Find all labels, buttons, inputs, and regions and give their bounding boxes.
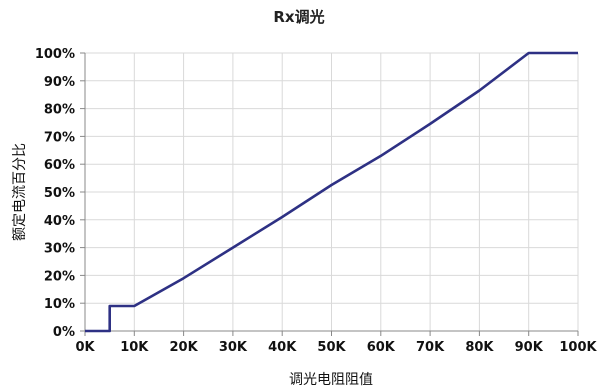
y-tick-label: 10% — [44, 297, 75, 312]
x-tick-label: 40K — [268, 340, 297, 355]
x-tick-label: 10K — [120, 340, 149, 355]
y-tick-label: 30% — [44, 242, 75, 257]
axes — [80, 52, 579, 336]
x-tick-label: 60K — [367, 340, 396, 355]
y-tick-label: 80% — [44, 103, 75, 118]
x-tick-label: 90K — [515, 340, 544, 355]
y-tick-label: 50% — [44, 186, 75, 201]
series-layer — [85, 51, 578, 333]
x-tick-label: 50K — [317, 340, 346, 355]
y-tick-label: 90% — [44, 75, 75, 90]
x-tick-label: 0K — [75, 340, 95, 355]
x-tick-label: 30K — [219, 340, 248, 355]
y-tick-label: 20% — [44, 269, 75, 284]
tick-labels: 0K 10K 20K 30K 40K 50K 60K 70K 80K 90K 100K 0% 10% 20… — [35, 47, 598, 355]
grid — [85, 52, 579, 331]
y-tick-label: 60% — [44, 158, 75, 173]
x-tick-label: 70K — [416, 340, 445, 355]
y-axis-label: 额定电流百分比 — [12, 143, 28, 241]
y-tick-label: 0% — [53, 325, 75, 340]
chart-title: Rx调光 — [273, 8, 324, 26]
y-tick-label: 40% — [44, 214, 75, 229]
y-tick-label: 100% — [35, 47, 75, 62]
y-tick-label: 70% — [44, 130, 75, 145]
series-line — [85, 51, 578, 333]
x-axis-label: 调光电阻阻值 — [289, 372, 373, 388]
x-tick-label: 100K — [559, 340, 597, 355]
x-tick-label: 20K — [170, 340, 199, 355]
x-tick-label: 80K — [465, 340, 494, 355]
